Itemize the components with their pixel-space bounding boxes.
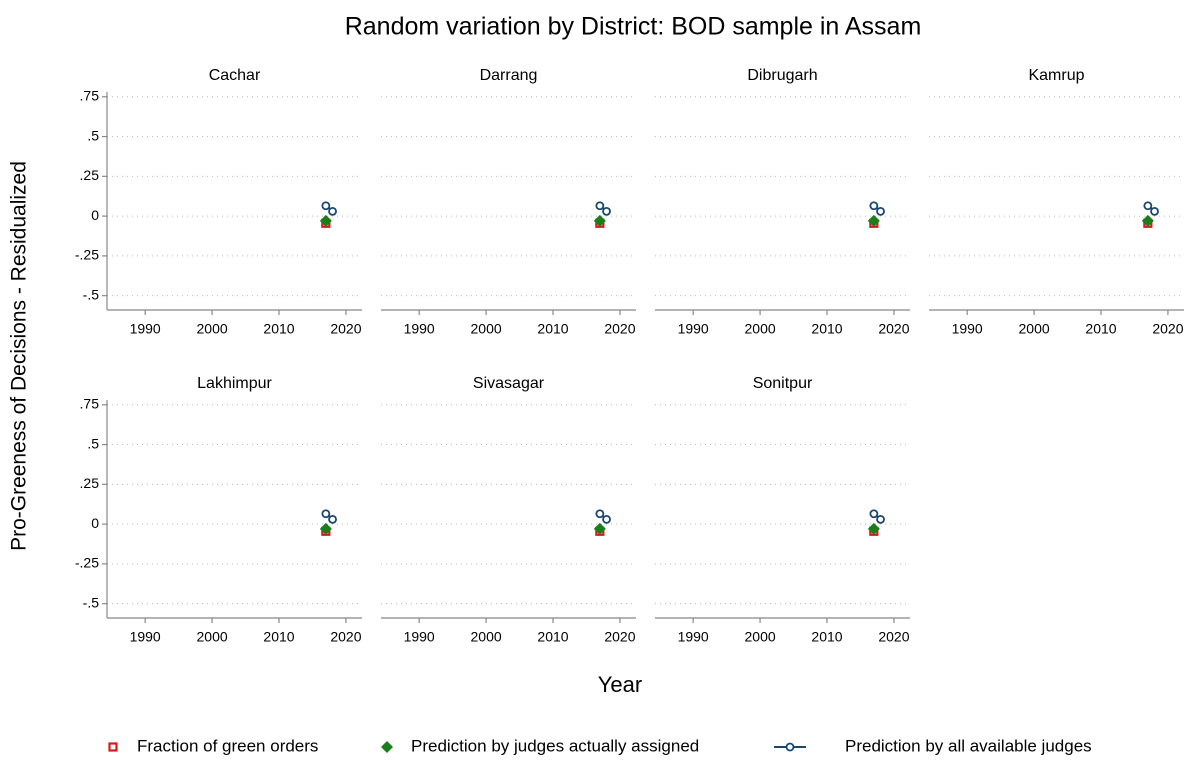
x-tick-label: 1990 (678, 321, 709, 337)
marker-diamond (593, 522, 606, 535)
marker-circle (328, 514, 337, 524)
y-tick-label: .75 (80, 87, 100, 103)
x-tick-label: 2020 (604, 321, 635, 337)
x-tick-label: 2000 (745, 629, 776, 645)
marker-diamond (1141, 214, 1154, 227)
panel-title: Lakhimpur (197, 375, 272, 392)
marker-circle (876, 514, 885, 524)
x-tick-label: 1990 (404, 321, 435, 337)
y-tick-label: .5 (87, 127, 99, 143)
marker-diamond (319, 522, 332, 535)
marker-circle (869, 201, 879, 211)
legend-label: Prediction by all available judges (845, 736, 1092, 755)
marker-diamond (593, 214, 606, 227)
x-tick-label: 1990 (952, 321, 983, 337)
x-axis-label: Year (598, 672, 642, 697)
marker-circle (595, 201, 605, 211)
marker-circle (595, 509, 605, 519)
y-tick-label: .25 (80, 167, 100, 183)
x-tick-label: 1990 (678, 629, 709, 645)
marker-circle (1143, 201, 1153, 211)
marker-diamond (867, 522, 880, 535)
y-tick-label: -.5 (83, 594, 100, 610)
x-tick-label: 2020 (878, 321, 909, 337)
chart-title: Random variation by District: BOD sample… (345, 13, 922, 41)
marker-circle (602, 514, 611, 524)
x-tick-label: 2010 (537, 629, 568, 645)
panel-title: Cachar (209, 67, 261, 84)
x-tick-label: 2020 (1152, 321, 1183, 337)
y-tick-label: 0 (91, 515, 99, 531)
y-tick-label: .75 (80, 395, 100, 411)
marker-circle (321, 509, 331, 519)
legend-marker (381, 741, 393, 753)
x-tick-label: 2010 (1085, 321, 1116, 337)
x-tick-label: 2020 (330, 629, 361, 645)
y-tick-label: 0 (91, 207, 99, 223)
y-tick-label: -.5 (83, 286, 100, 302)
x-tick-label: 2000 (197, 629, 228, 645)
x-tick-label: 2020 (878, 629, 909, 645)
x-tick-label: 2000 (197, 321, 228, 337)
panel-title: Sonitpur (753, 375, 813, 392)
marker-diamond (867, 214, 880, 227)
x-tick-label: 2010 (263, 629, 294, 645)
x-tick-label: 2010 (263, 321, 294, 337)
legend-marker (108, 742, 118, 752)
panel-title: Kamrup (1028, 67, 1084, 84)
x-tick-label: 1990 (130, 629, 161, 645)
legend-label: Fraction of green orders (137, 736, 318, 755)
x-tick-label: 2000 (471, 629, 502, 645)
x-tick-label: 2020 (604, 629, 635, 645)
panel-title: Dibrugarh (747, 67, 817, 84)
y-axis-label: Pro-Greeness of Decisions - Residualized (8, 161, 31, 551)
x-tick-label: 1990 (404, 629, 435, 645)
panel-title: Darrang (480, 67, 538, 84)
y-tick-label: -.25 (75, 555, 99, 571)
marker-circle (876, 206, 885, 216)
marker-circle (602, 206, 611, 216)
y-tick-label: .5 (87, 435, 99, 451)
legend-label: Prediction by judges actually assigned (411, 736, 699, 755)
y-tick-label: -.25 (75, 247, 99, 263)
x-tick-label: 2010 (811, 629, 842, 645)
marker-circle (321, 201, 331, 211)
x-tick-label: 2000 (471, 321, 502, 337)
x-tick-label: 1990 (130, 321, 161, 337)
marker-circle (869, 509, 879, 519)
x-tick-label: 2020 (330, 321, 361, 337)
marker-diamond (319, 214, 332, 227)
legend-marker (785, 742, 795, 752)
x-tick-label: 2010 (537, 321, 568, 337)
y-tick-label: .25 (80, 475, 100, 491)
marker-circle (1150, 206, 1159, 216)
panel-title: Sivasagar (473, 375, 545, 392)
marker-circle (328, 206, 337, 216)
x-tick-label: 2000 (1019, 321, 1050, 337)
x-tick-label: 2000 (745, 321, 776, 337)
x-tick-label: 2010 (811, 321, 842, 337)
